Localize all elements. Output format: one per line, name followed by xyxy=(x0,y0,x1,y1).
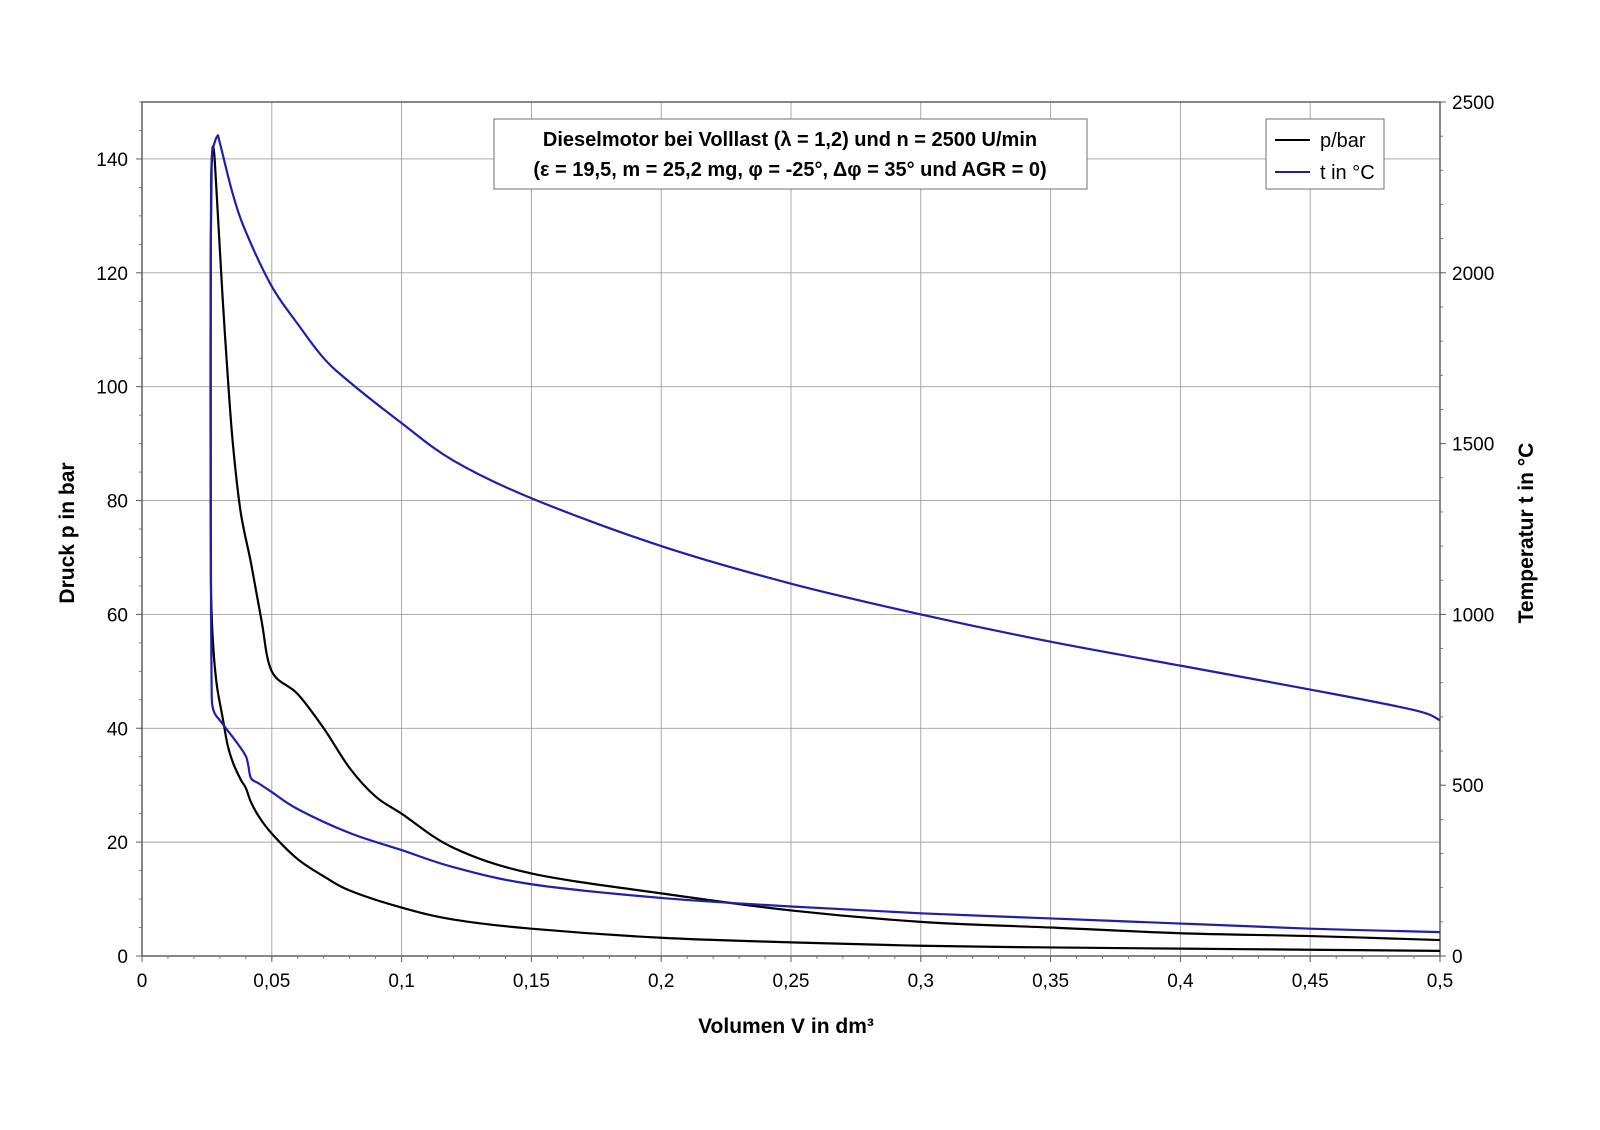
y-left-tick-label: 120 xyxy=(96,264,128,285)
legend-label-temperature: t in °C xyxy=(1320,162,1375,184)
y-left-tick-label: 140 xyxy=(96,150,128,171)
legend-label-pressure: p/bar xyxy=(1320,130,1366,152)
y-right-tick-label: 500 xyxy=(1452,776,1484,797)
y-left-tick-label: 0 xyxy=(117,947,128,968)
x-tick-label: 0,05 xyxy=(253,971,290,992)
ticks: 0 0,05 0,1 0,15 0,2 0,25 0,3 0,35 0,4 0,45 0,5 0 20 4… xyxy=(96,93,1494,992)
x-tick-label: 0,1 xyxy=(388,971,414,992)
y-right-tick-label: 2500 xyxy=(1452,93,1494,114)
x-axis-label: Volumen V in dm³ xyxy=(698,1015,874,1038)
pressure-series-line xyxy=(209,145,1441,952)
series xyxy=(209,134,1441,952)
y-right-tick-label: 1500 xyxy=(1452,435,1494,456)
y-left-tick-label: 60 xyxy=(107,605,128,626)
y-left-tick-label: 40 xyxy=(107,719,128,740)
x-tick-label: 0,35 xyxy=(1032,971,1069,992)
y-right-tick-label: 0 xyxy=(1452,947,1463,968)
y-left-tick-label: 20 xyxy=(107,833,128,854)
x-tick-label: 0,45 xyxy=(1292,971,1329,992)
x-tick-label: 0,15 xyxy=(513,971,550,992)
y-right-tick-label: 1000 xyxy=(1452,605,1494,626)
y-axis-right-label: Temperatur t in °C xyxy=(1515,443,1538,624)
x-tick-label: 0,3 xyxy=(908,971,934,992)
chart-title-line1: Dieselmotor bei Volllast (λ = 1,2) und n… xyxy=(543,129,1037,151)
x-tick-label: 0,2 xyxy=(648,971,674,992)
y-left-tick-label: 100 xyxy=(96,378,128,399)
plot-area xyxy=(141,101,1441,957)
temperature-series-line xyxy=(209,134,1441,934)
legend: p/bar t in °C xyxy=(1265,118,1385,190)
x-tick-label: 0,4 xyxy=(1167,971,1194,992)
chart-title-line2: (ε = 19,5, m = 25,2 mg, φ = -25°, Δφ = 3… xyxy=(533,159,1046,181)
y-left-tick-label: 80 xyxy=(107,492,128,513)
x-tick-label: 0,5 xyxy=(1427,971,1453,992)
y-axis-left-label: Druck p in bar xyxy=(56,462,79,603)
x-tick-label: 0 xyxy=(137,971,148,992)
y-right-tick-label: 2000 xyxy=(1452,264,1494,285)
chart-title-box: Dieselmotor bei Volllast (λ = 1,2) und n… xyxy=(493,118,1088,190)
x-tick-label: 0,25 xyxy=(773,971,810,992)
